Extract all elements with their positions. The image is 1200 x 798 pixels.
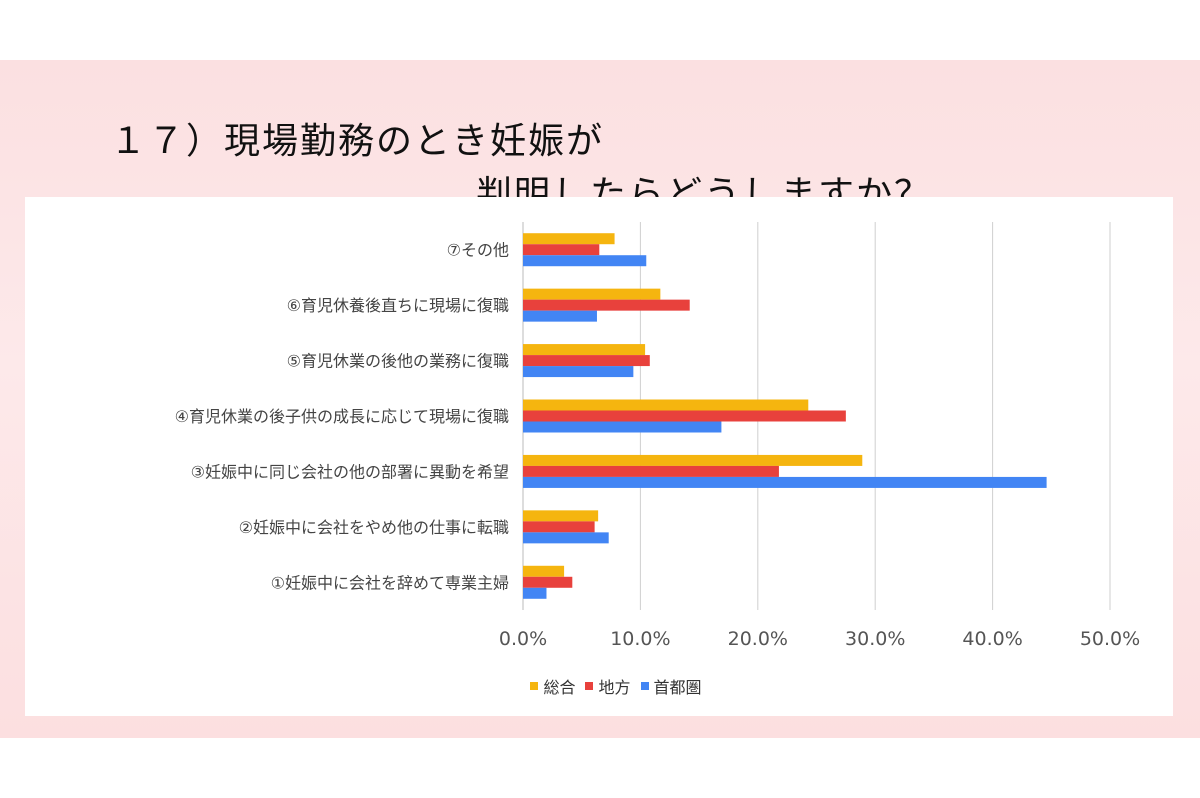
x-tick-label: 0.0% xyxy=(499,628,547,650)
category-label: ⑤育児休業の後他の業務に復職 xyxy=(287,352,509,371)
x-tick-label: 50.0% xyxy=(1080,628,1140,650)
category-label: ③妊娠中に同じ会社の他の部署に異動を希望 xyxy=(191,462,509,481)
category-label: ②妊娠中に会社をやめ他の仕事に転職 xyxy=(239,518,509,537)
legend-item-shutoken: 首都圏 xyxy=(640,674,702,698)
legend-item-chiho: 地方 xyxy=(585,674,631,698)
bar xyxy=(523,565,565,577)
bar xyxy=(523,421,722,433)
bar xyxy=(523,410,846,422)
bar xyxy=(523,532,609,544)
legend-swatch-shutoken xyxy=(640,682,649,690)
bar xyxy=(523,510,599,522)
legend-label-shutoken: 首都圏 xyxy=(653,678,702,697)
x-tick-label: 10.0% xyxy=(610,628,670,650)
legend-item-sogo: 総合 xyxy=(530,674,575,698)
bar xyxy=(523,344,646,356)
bar xyxy=(523,521,595,533)
legend-swatch-chiho xyxy=(585,682,594,690)
category-label: ⑦その他 xyxy=(447,241,509,260)
bar xyxy=(523,399,809,411)
x-tick-label: 40.0% xyxy=(962,628,1022,650)
bar xyxy=(523,476,1047,488)
x-tick-label: 30.0% xyxy=(845,628,905,650)
bar xyxy=(523,299,690,311)
category-label: ⑥育児休養後直ちに現場に復職 xyxy=(287,296,509,315)
legend-label-chiho: 地方 xyxy=(598,678,631,697)
x-tick-label: 20.0% xyxy=(728,628,788,650)
title-line-1: １７）現場勤務のとき妊娠が xyxy=(110,121,605,162)
legend-label-sogo: 総合 xyxy=(543,678,576,697)
chart-legend: 総合 地方 首都圏 xyxy=(0,674,1200,698)
bar xyxy=(523,366,634,378)
bar xyxy=(523,310,597,322)
bar xyxy=(523,454,863,466)
bar xyxy=(523,288,661,300)
bar xyxy=(523,465,779,477)
bar xyxy=(523,233,615,245)
category-label: ④育児休業の後子供の成長に応じて現場に復職 xyxy=(175,407,509,426)
bar xyxy=(523,355,650,367)
bar xyxy=(523,244,600,256)
bar xyxy=(523,255,647,267)
bar xyxy=(523,576,573,588)
legend-swatch-sogo xyxy=(530,682,539,690)
category-label: ①妊娠中に会社を辞めて専業主婦 xyxy=(271,573,509,592)
bar xyxy=(523,587,547,599)
